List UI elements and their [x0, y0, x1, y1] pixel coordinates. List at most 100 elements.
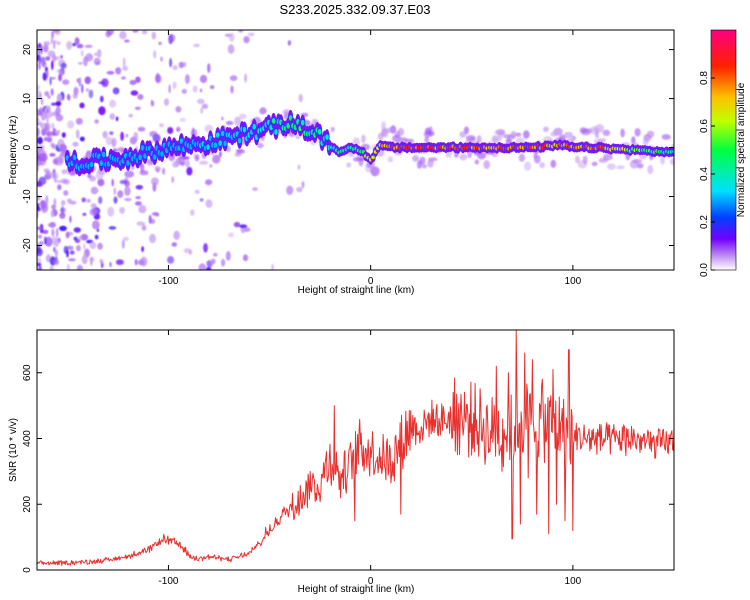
- noise-blob: [219, 151, 222, 158]
- noise-blob: [86, 198, 91, 203]
- noise-blob: [37, 226, 42, 230]
- noise-blob: [75, 117, 83, 125]
- halo-blob: [646, 130, 655, 138]
- halo-blob: [397, 127, 405, 136]
- halo-blob: [133, 131, 139, 142]
- halo-blob: [51, 143, 57, 150]
- noise-blob: [38, 121, 43, 127]
- noise-blob: [37, 262, 42, 266]
- noise-blob: [57, 184, 62, 191]
- halo-blob: [412, 155, 420, 162]
- noise-blob: [122, 236, 130, 242]
- noise-blob: [49, 153, 56, 157]
- noise-blob: [45, 195, 49, 205]
- noise-blob: [37, 127, 40, 137]
- ridge-core: [220, 130, 225, 137]
- noise-blob: [81, 255, 88, 265]
- noise-blob: [137, 126, 146, 132]
- ridge-core: [206, 144, 210, 151]
- halo-blob: [518, 153, 526, 162]
- noise-blob: [199, 88, 203, 93]
- noise-blob: [74, 238, 81, 243]
- noise-blob: [41, 60, 47, 68]
- y-tick-label: 200: [22, 495, 33, 512]
- noise-blob: [54, 56, 60, 61]
- noise-blob: [53, 198, 57, 207]
- snr-frame: [36, 329, 675, 571]
- halo-blob: [399, 137, 408, 142]
- halo-blob: [579, 127, 588, 134]
- noise-blob: [205, 266, 212, 270]
- halo-blob: [661, 134, 671, 140]
- halo-blob: [60, 178, 68, 184]
- x-tick-label: 0: [368, 576, 374, 587]
- halo-blob: [523, 130, 530, 139]
- ridge-core: [138, 154, 142, 161]
- noise-blob: [138, 205, 147, 214]
- ridge-core: [152, 154, 157, 160]
- noise-blob: [58, 74, 62, 82]
- x-tick-label: 100: [565, 276, 582, 287]
- noise-blob: [73, 227, 82, 233]
- noise-blob: [67, 94, 71, 101]
- noise-blob: [102, 130, 108, 139]
- noise-blob: [51, 228, 55, 237]
- halo-blob: [387, 156, 394, 163]
- noise-blob: [41, 128, 47, 136]
- noise-blob: [209, 164, 213, 168]
- halo-blob: [172, 161, 179, 168]
- x-tick-label: -100: [158, 576, 178, 587]
- noise-blob: [50, 88, 54, 96]
- ridge-core: [101, 151, 106, 158]
- bottom-x-axis: -100 0 100: [158, 330, 582, 587]
- ridge-core: [89, 161, 94, 168]
- halo-blob: [234, 116, 242, 127]
- noise-blob: [149, 233, 156, 244]
- halo-blob: [194, 154, 200, 162]
- noise-blob: [76, 264, 83, 270]
- noise-blob: [90, 256, 93, 266]
- noise-blob: [39, 92, 42, 100]
- noise-blob: [67, 263, 70, 270]
- snr-series-line: [37, 330, 674, 566]
- noise-blob: [68, 200, 77, 205]
- noise-blob: [98, 106, 106, 116]
- halo-blob: [465, 135, 476, 142]
- colorbar-label: Normalized spectral amplitude: [736, 82, 747, 217]
- spectrogram-frame: [36, 29, 675, 271]
- halo-blob: [204, 124, 214, 133]
- noise-blob: [205, 179, 213, 186]
- noise-blob: [179, 117, 186, 122]
- halo-blob: [58, 153, 64, 164]
- noise-blob: [60, 55, 63, 59]
- noise-blob: [122, 65, 129, 71]
- noise-blob: [60, 62, 67, 69]
- snr-line-layer: [37, 330, 674, 566]
- noise-blob: [271, 263, 274, 270]
- noise-blob: [93, 57, 101, 66]
- noise-blob: [78, 61, 83, 65]
- noise-blob: [74, 37, 80, 45]
- noise-blob: [101, 78, 109, 88]
- noise-blob: [238, 30, 244, 33]
- noise-blob: [167, 127, 174, 134]
- noise-blob: [137, 94, 144, 100]
- noise-blob: [111, 178, 114, 187]
- ridge-core: [325, 134, 329, 141]
- noise-blob: [56, 93, 63, 104]
- noise-blob: [121, 239, 125, 249]
- noise-blob: [135, 76, 141, 83]
- noise-blob: [221, 116, 224, 121]
- ridge-core: [242, 126, 247, 133]
- ridge-core: [237, 137, 242, 144]
- noise-blob: [50, 76, 56, 80]
- spectrogram-ridge-layer: [64, 109, 674, 177]
- y-tick-label: -20: [22, 238, 33, 253]
- noise-blob: [42, 72, 47, 81]
- noise-blob: [38, 241, 44, 246]
- halo-blob: [154, 165, 161, 172]
- ridge-core: [72, 154, 77, 161]
- noise-blob: [51, 102, 57, 106]
